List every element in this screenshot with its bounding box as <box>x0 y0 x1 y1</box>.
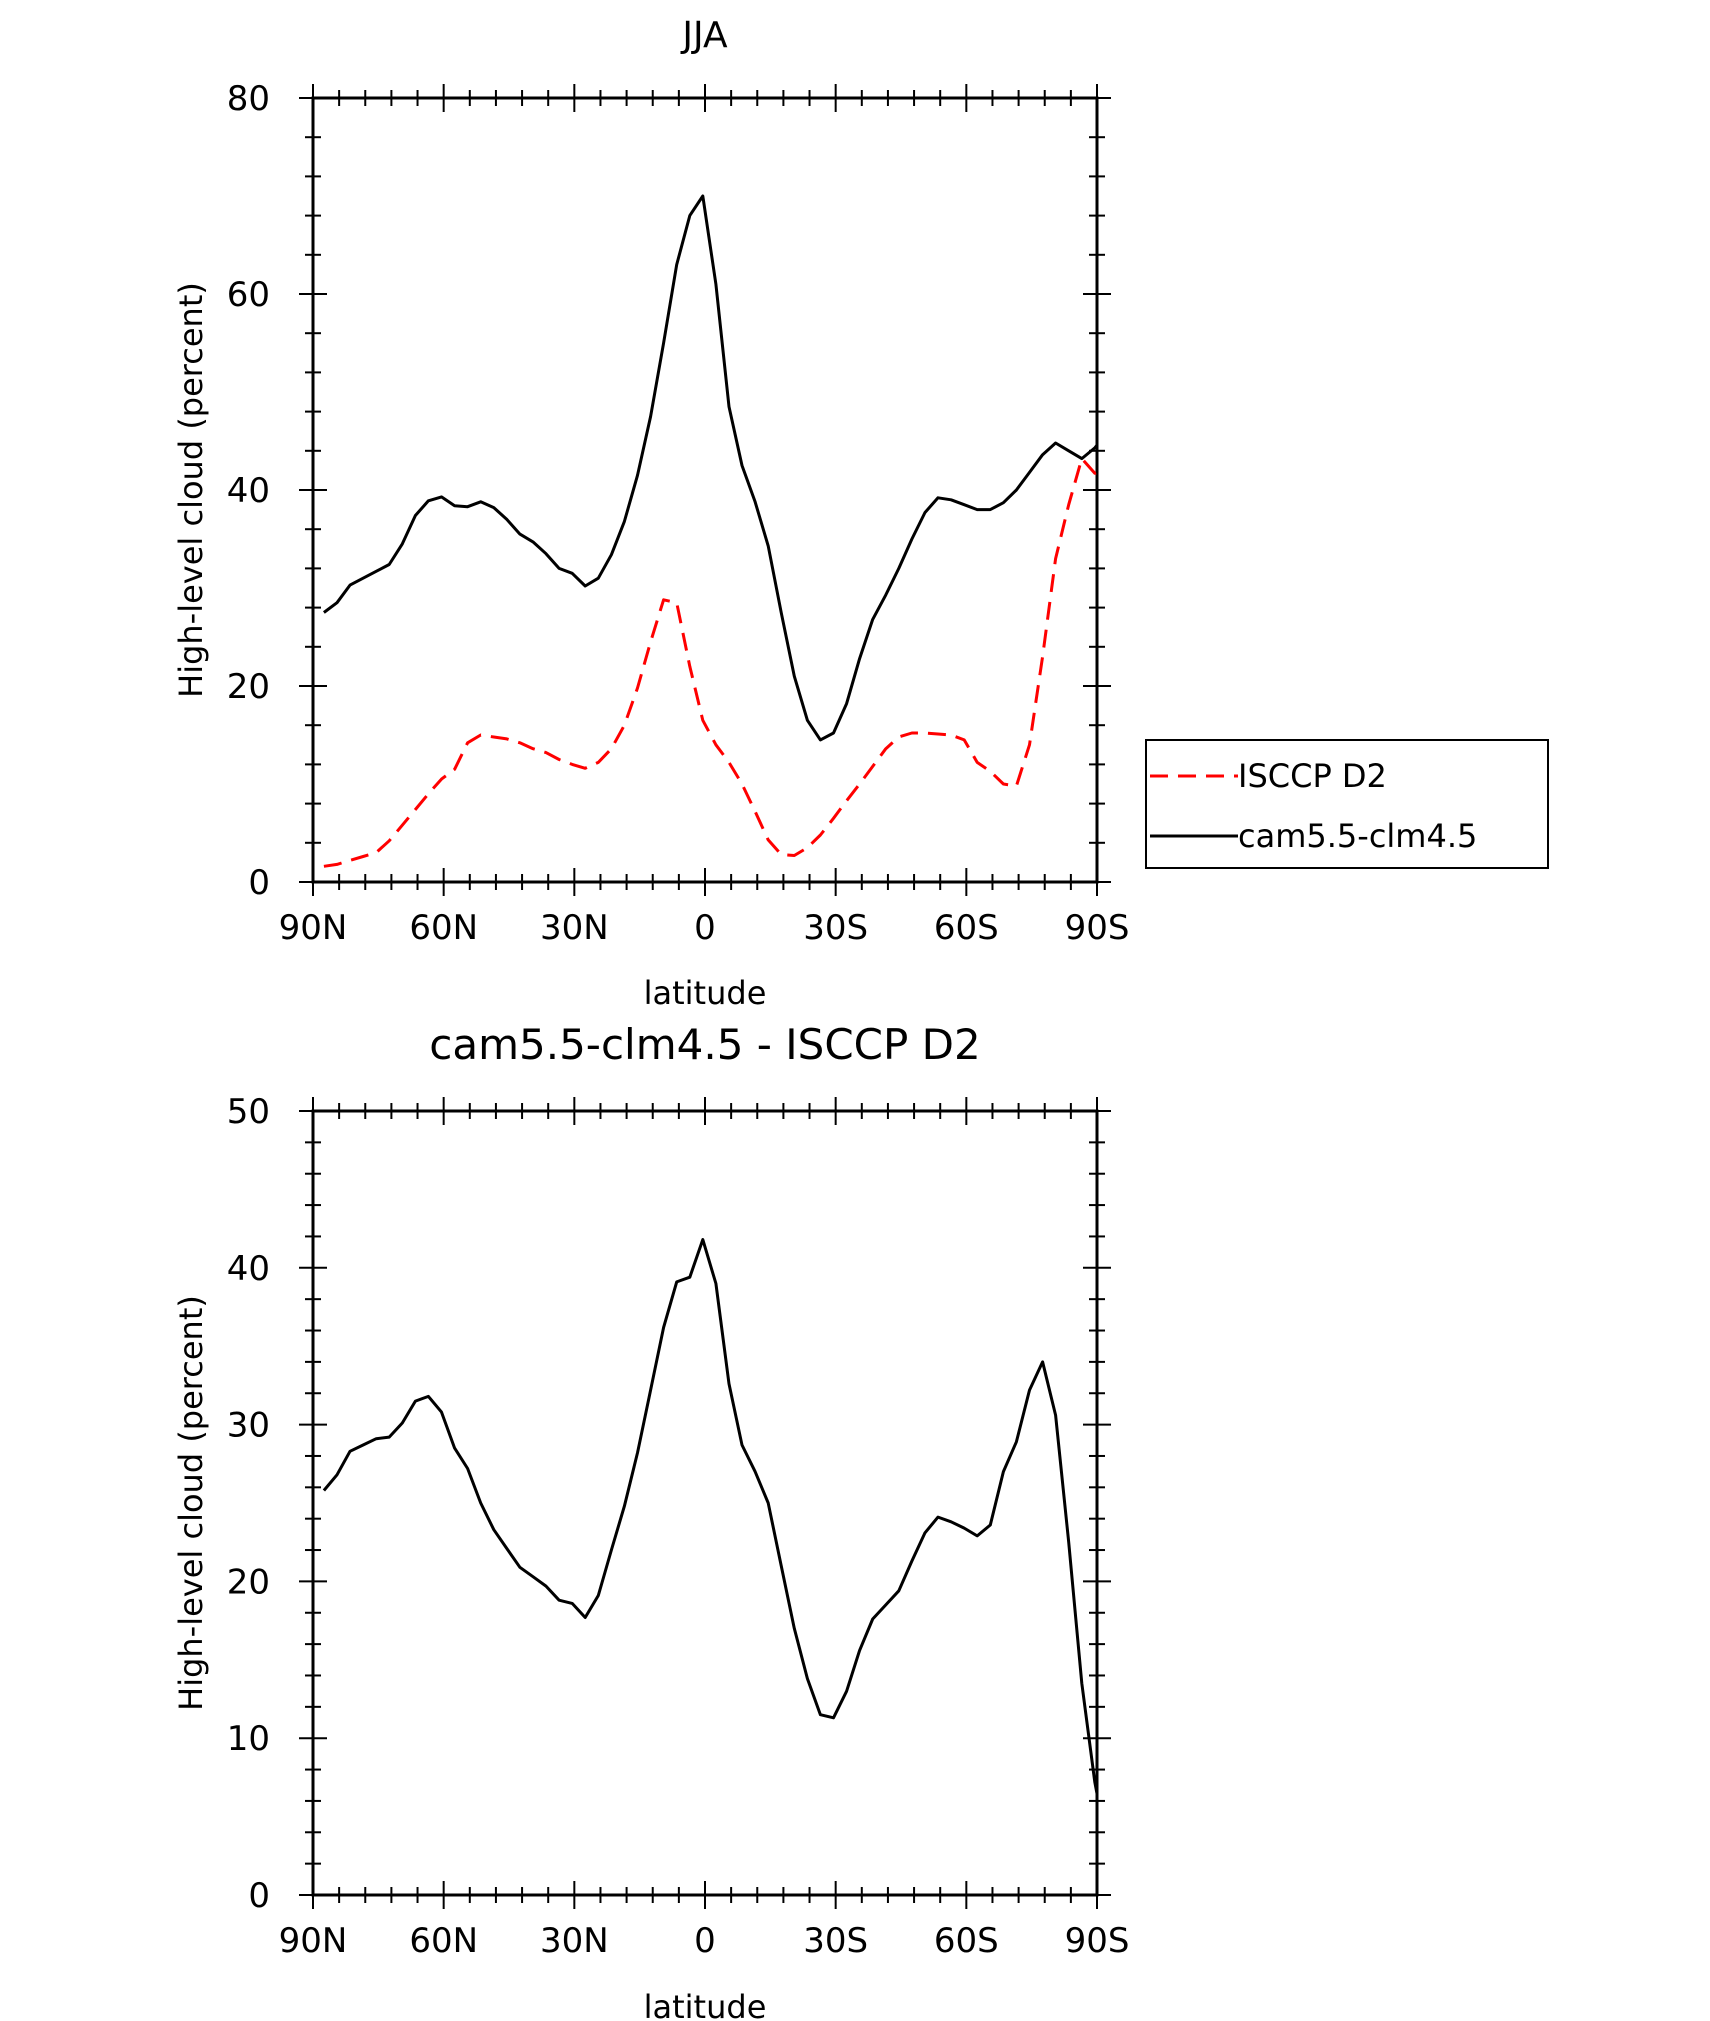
y-axis-label: High-level cloud (percent) <box>172 1295 210 1711</box>
x-tick-label: 90S <box>1065 1921 1130 1961</box>
series-line-2 <box>323 194 1097 742</box>
chart-title: cam5.5-clm4.5 - ISCCP D2 <box>429 1020 980 1069</box>
legend-label-isccp: ISCCP D2 <box>1238 757 1387 795</box>
x-tick-label: 90S <box>1065 908 1130 948</box>
y-tick-label: 10 <box>227 1719 270 1759</box>
series-line-1 <box>323 457 1097 868</box>
x-axis-label: latitude <box>644 1988 767 2021</box>
y-tick-label: 20 <box>227 667 270 707</box>
x-tick-labels: 90N 60N 30N 0 30S 60S 90S <box>279 908 1130 948</box>
y-tick-label: 30 <box>227 1406 270 1446</box>
y-tick-label: 40 <box>227 471 270 511</box>
tick-marks <box>299 84 1111 896</box>
y-tick-label: 40 <box>227 1249 270 1289</box>
y-tick-label: 0 <box>248 1876 270 1916</box>
chart-top: JJA 90N 60N 30N 0 30S 60S 90S 0 20 40 60 80 latitu… <box>172 15 1549 1012</box>
x-tick-label: 90N <box>279 1921 348 1961</box>
y-tick-label: 50 <box>227 1092 270 1132</box>
x-tick-label: 30S <box>803 908 868 948</box>
x-tick-label: 60S <box>934 1921 999 1961</box>
y-tick-label: 20 <box>227 1562 270 1602</box>
legend-box <box>1145 739 1549 869</box>
x-tick-label: 0 <box>694 1921 716 1961</box>
y-tick-label: 80 <box>227 79 270 119</box>
y-tick-label: 60 <box>227 275 270 315</box>
x-tick-labels: 90N 60N 30N 0 30S 60S 90S <box>279 1921 1130 1961</box>
y-tick-labels: 0 10 20 30 40 50 <box>227 1092 270 1916</box>
x-tick-label: 30S <box>803 1921 868 1961</box>
series-lines <box>322 1238 1097 1802</box>
x-tick-label: 30N <box>540 1921 609 1961</box>
legend: ISCCP D2 cam5.5-clm4.5 <box>1145 739 1549 869</box>
x-tick-label: 60N <box>409 1921 478 1961</box>
x-tick-label: 90N <box>279 908 348 948</box>
x-tick-label: 60S <box>934 908 999 948</box>
y-tick-labels: 0 20 40 60 80 <box>227 79 270 903</box>
series-line-1 <box>322 1238 1097 1802</box>
chart-bottom: cam5.5-clm4.5 - ISCCP D2 90N 60N 30N 0 30S 60… <box>172 1020 1130 2021</box>
series-lines <box>323 194 1097 868</box>
plot-frame <box>311 1109 1099 1897</box>
x-axis-label: latitude <box>644 974 767 1012</box>
tick-marks <box>299 1097 1111 1909</box>
y-axis-label: High-level cloud (percent) <box>172 282 210 698</box>
chart-title: JJA <box>680 15 728 56</box>
x-tick-label: 0 <box>694 908 716 948</box>
x-tick-label: 30N <box>540 908 609 948</box>
x-tick-label: 60N <box>409 908 478 948</box>
y-tick-label: 0 <box>248 863 270 903</box>
legend-label-cam: cam5.5-clm4.5 <box>1238 817 1477 855</box>
